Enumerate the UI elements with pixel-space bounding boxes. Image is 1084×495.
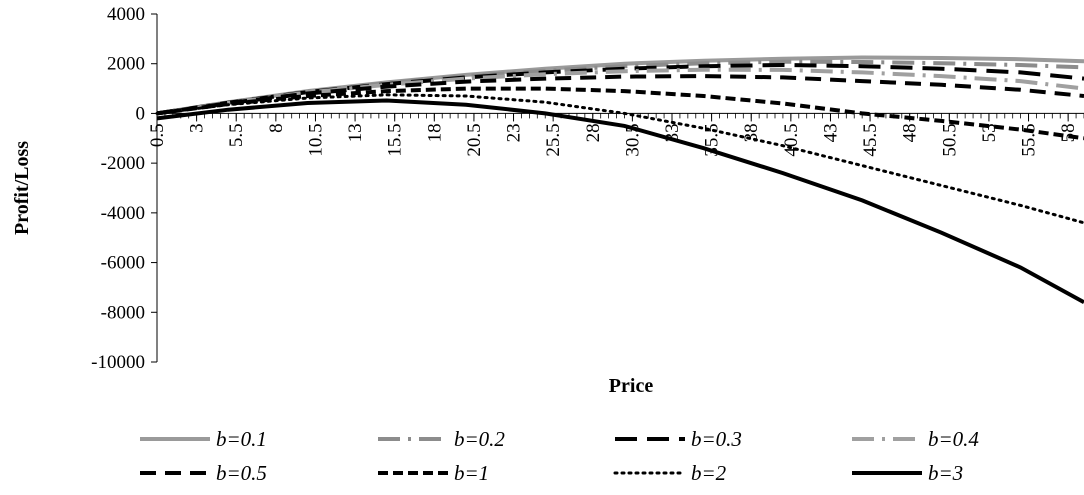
y-axis-title: Profit/Loss: [11, 141, 33, 235]
series-line-6: [155, 93, 1084, 225]
legend-label-6: b=2: [691, 461, 727, 485]
x-tick-label: 33: [662, 123, 683, 142]
legend-label-4: b=0.5: [216, 461, 267, 485]
x-tick-label: 43: [821, 123, 842, 142]
x-tick-label: 50.5: [939, 123, 960, 156]
y-tick-label: 2000: [107, 54, 145, 75]
x-tick-label: 18: [424, 123, 445, 142]
series-line-0: [156, 55, 1084, 116]
x-tick-label: 10.5: [306, 123, 327, 156]
legend-label-0: b=0.1: [216, 427, 267, 451]
y-tick-label: -6000: [101, 253, 145, 274]
y-tick-label: 4000: [107, 4, 145, 25]
x-tick-label: 38: [741, 123, 762, 142]
x-ticks: 0.5 3 5.5 8 10.5 13 15.5 18 20.5 23 25.5 28 30.5 33 35…: [147, 113, 1079, 157]
x-tick-label: 5.5: [226, 123, 247, 147]
legend-label-3: b=0.4: [928, 427, 979, 451]
series-line-3: [156, 67, 1084, 116]
series-line-4: [156, 74, 1084, 116]
y-tick-label: -4000: [101, 203, 145, 224]
x-tick-label: 13: [345, 123, 366, 142]
x-tick-label: 53: [979, 123, 1000, 142]
x-tick-label: 3: [187, 123, 208, 132]
series-line-7: [156, 98, 1084, 305]
legend-label-2: b=0.3: [691, 427, 742, 451]
y-tick-label: 0: [136, 103, 146, 124]
x-tick-label: 8: [266, 123, 287, 132]
x-tick-label: 15.5: [385, 123, 406, 156]
legend: b=0.1 b=0.2 b=0.3 b=0.4 b=0.5 b=1 b=2 b=3: [140, 427, 979, 485]
x-tick-label: 55.5: [1019, 123, 1040, 156]
x-tick-label: 30.5: [622, 123, 643, 156]
x-tick-label: 0.5: [147, 123, 168, 147]
x-tick-label: 40.5: [781, 123, 802, 156]
x-tick-label: 35.5: [702, 123, 723, 156]
x-axis-title: Price: [609, 375, 654, 397]
x-tick-label: 48: [900, 123, 921, 142]
x-tick-label: 58: [1058, 123, 1079, 142]
y-tick-label: -2000: [101, 153, 145, 174]
y-tick-label: -8000: [101, 302, 145, 323]
x-tick-label: 20.5: [464, 123, 485, 156]
legend-label-5: b=1: [454, 461, 489, 485]
legend-label-1: b=0.2: [454, 427, 505, 451]
series-line-1: [156, 59, 1084, 116]
x-tick-label: 25.5: [543, 123, 564, 156]
series-lines: [155, 55, 1084, 305]
x-tick-label: 28: [583, 123, 604, 142]
legend-label-7: b=3: [928, 461, 963, 485]
series-line-2: [156, 62, 1084, 116]
x-tick-label: 23: [504, 123, 525, 142]
y-tick-label: -10000: [91, 352, 145, 373]
series-line-5: [156, 86, 1084, 141]
x-tick-label: 45.5: [860, 123, 881, 156]
y-ticks: 4000 2000 0 -2000 -4000 -6000 -8000 -10000: [91, 4, 157, 373]
